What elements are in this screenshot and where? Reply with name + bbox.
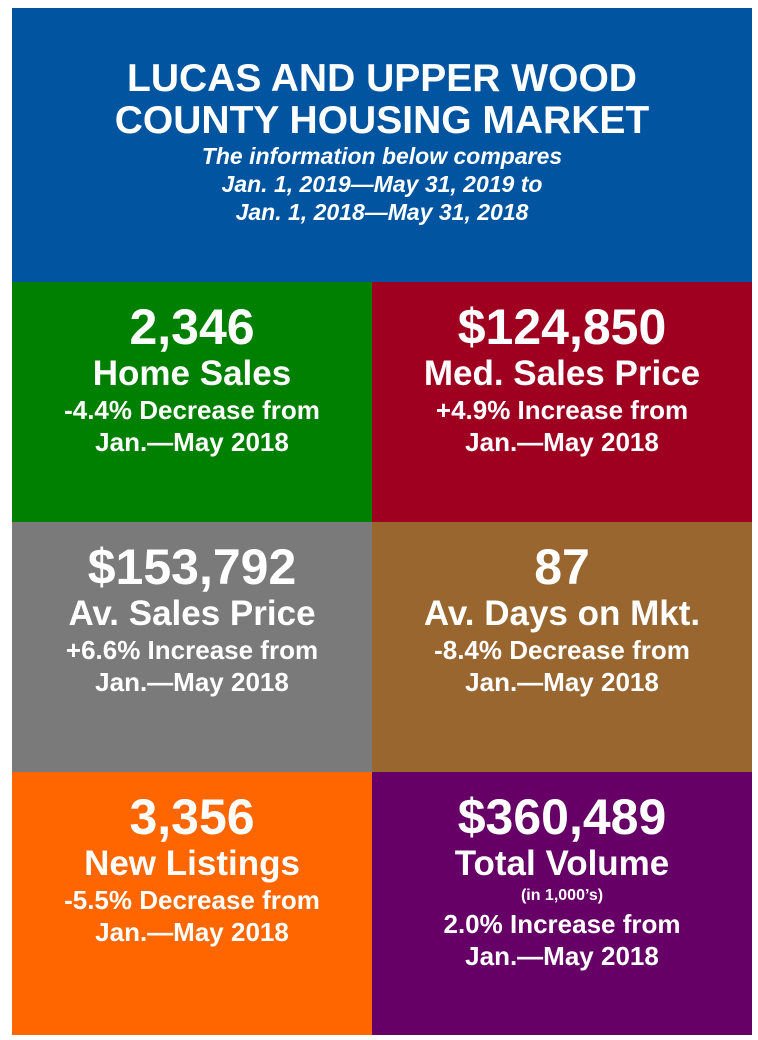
tile-value: $153,792 [87,539,297,595]
tile-change: +6.6% Increase from [65,635,319,665]
tile-period: Jan.—May 2018 [465,941,659,971]
subtitle-line: Jan. 1, 2018—May 31, 2018 [235,199,529,225]
tile-change: -4.4% Decrease from [64,395,320,425]
tile-value: $124,850 [457,299,667,355]
tile-period: Jan.—May 2018 [465,667,659,697]
tile-value: 2,346 [129,299,255,355]
tile-label: Home Sales [92,354,292,393]
tile-label: Av. Sales Price [68,594,316,633]
title-line: LUCAS AND UPPER WOOD [127,57,637,100]
tile-value: $360,489 [457,789,667,845]
tile-period: Jan.—May 2018 [95,667,289,697]
tile-period: Jan.—May 2018 [95,917,289,947]
title-line: COUNTY HOUSING MARKET [114,99,650,142]
subtitle-line: The information below compares [201,143,563,169]
tile-change: -5.5% Decrease from [64,885,320,915]
tile-change: +4.9% Increase from [435,395,689,425]
tile-label: New Listings [84,844,300,883]
tile-note: (in 1,000’s) [520,887,604,904]
stat-tile: 2,346 Home Sales -4.4% Decrease from Jan.—M… [12,282,372,522]
header: LUCAS AND UPPER WOOD COUNTY HOUSING MARK… [12,8,752,282]
tile-period: Jan.—May 2018 [465,427,659,457]
tile-period: Jan.—May 2018 [95,427,289,457]
tile-label: Total Volume [454,844,670,883]
tile-change: -8.4% Decrease from [434,635,690,665]
stat-tile: $153,792 Av. Sales Price +6.6% Increase fr… [12,522,372,772]
subtitle-line: Jan. 1, 2019—May 31, 2019 to [221,171,543,197]
tile-label: Av. Days on Mkt. [423,594,701,633]
stat-tile: 87 Av. Days on Mkt. -8.4% Decrease from Jan… [372,522,752,772]
stat-tile: 3,356 New Listings -5.5% Decrease from Jan.… [12,772,372,1035]
tile-value: 87 [534,539,590,595]
stat-tile: $124,850 Med. Sales Price +4.9% Increase f… [372,282,752,522]
tile-change: 2.0% Increase from [443,909,681,939]
tile-label: Med. Sales Price [423,354,701,393]
tile-value: 3,356 [129,789,255,845]
stat-tile: $360,489 Total Volume (in 1,000’s) 2.0% Inc… [372,772,752,1035]
